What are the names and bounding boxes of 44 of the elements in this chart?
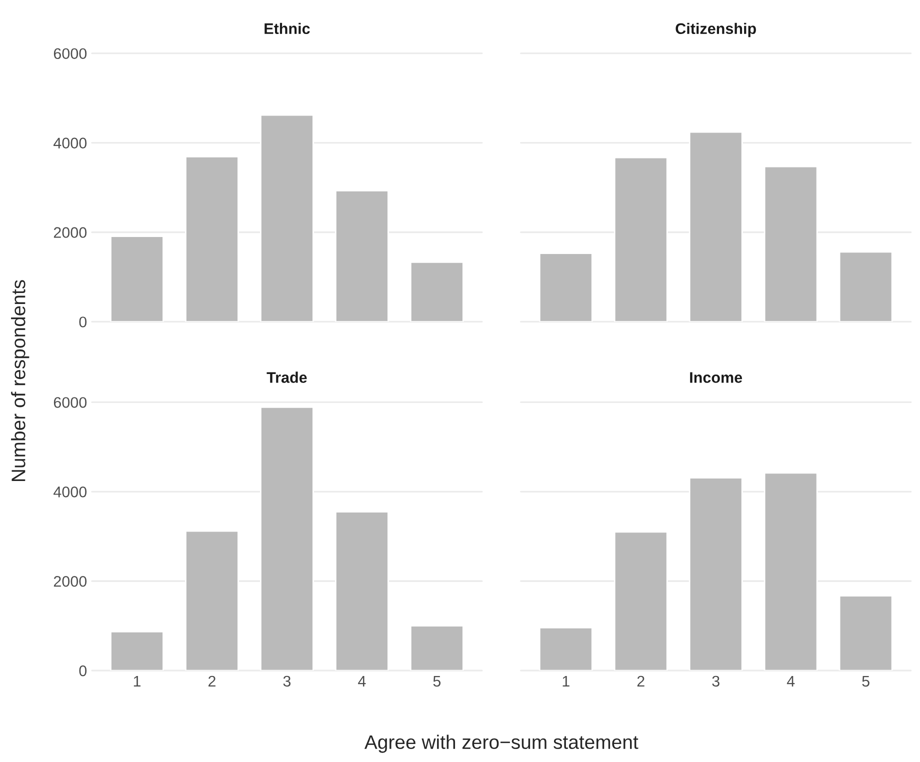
bar — [688, 131, 743, 322]
bar — [538, 626, 593, 671]
bar — [538, 252, 593, 322]
y-tick-label: 6000 — [54, 397, 87, 408]
bar — [260, 406, 314, 671]
bar — [260, 114, 314, 322]
x-tick-label: 3 — [712, 676, 720, 687]
bar — [410, 262, 464, 322]
x-tick-label: 3 — [283, 676, 291, 687]
bar — [614, 156, 668, 322]
x-axis-title: Agree with zero−sum statement — [364, 734, 638, 753]
x-tick-label: 5 — [433, 676, 441, 687]
y-tick-label: 4000 — [54, 486, 87, 498]
bar — [334, 511, 389, 671]
x-tick-label: 1 — [562, 676, 570, 686]
chart-title: Income — [690, 372, 742, 383]
bar — [838, 595, 893, 671]
y-tick-label: 0 — [79, 316, 87, 328]
bar — [614, 531, 668, 671]
bar — [185, 156, 239, 322]
bar — [838, 251, 893, 322]
x-tick-label: 4 — [786, 676, 795, 686]
bar — [334, 190, 389, 322]
x-tick-label: 1 — [134, 676, 140, 686]
y-tick-label: 4000 — [54, 138, 87, 148]
y-tick-label: 0 — [79, 665, 87, 676]
bar — [410, 625, 464, 671]
y-tick-label: 2000 — [54, 227, 87, 238]
y-axis-title: Number of respondents — [11, 280, 30, 481]
bar — [110, 630, 164, 671]
bar — [688, 477, 743, 671]
y-tick-label: 6000 — [54, 48, 87, 60]
x-tick-label: 4 — [358, 676, 366, 686]
x-tick-label: 5 — [862, 676, 870, 687]
x-tick-label: 2 — [208, 676, 216, 686]
bar — [185, 530, 239, 671]
chart-title: Citizenship — [676, 22, 756, 38]
chart-title: Ethnic — [264, 22, 310, 34]
x-tick-label: 2 — [637, 676, 644, 686]
bar — [110, 236, 164, 322]
bar — [764, 472, 818, 671]
y-tick-label: 2000 — [54, 576, 87, 587]
chart-title: Trade — [266, 372, 307, 383]
bar — [764, 166, 818, 322]
